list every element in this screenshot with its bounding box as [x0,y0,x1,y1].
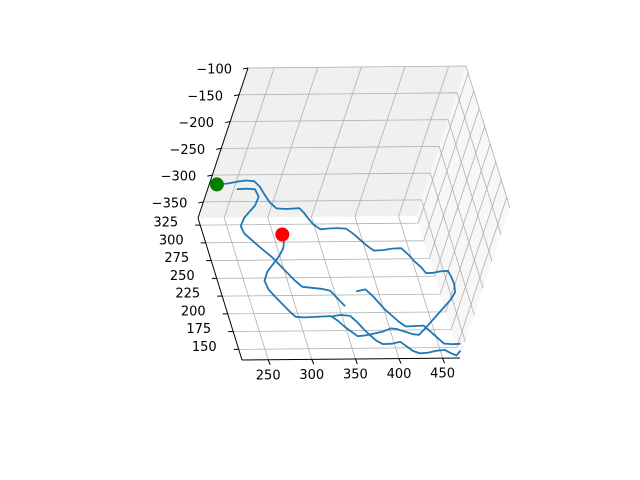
x-tick [311,359,315,365]
z-tick [207,174,213,177]
grid-line-y [211,108,480,261]
floor-pane [198,216,460,360]
grid-line-y [227,161,497,315]
z-tick-label: −350 [152,196,188,211]
y-tick-label: 150 [192,340,217,355]
chart-panes [198,66,510,360]
chart-grid [200,65,511,360]
grid-line-x [354,66,406,359]
trace-line-0 [215,179,457,338]
end-marker [275,227,290,242]
x-tick-label: 300 [299,368,324,383]
y-tick-label: 200 [181,304,206,319]
x-tick [398,358,402,364]
y-tick-label: 250 [170,269,195,284]
z-tick [242,67,249,70]
y-tick-label: 300 [159,233,184,248]
y-tick-label: 225 [175,287,200,302]
grid-line-x [310,66,362,360]
side-pane [416,66,510,358]
y-tick-label: 275 [164,251,189,266]
chart-markers [209,177,290,242]
grid-line-x [267,67,319,360]
trace-line-2 [355,288,461,346]
z-tick-label: −300 [161,170,197,185]
z-axis-line [197,67,249,219]
grid-line-y [200,72,469,226]
grid-line-z [212,172,475,316]
x-tick-label: 250 [256,368,281,383]
grid-line-y [216,126,486,279]
x-tick [267,359,271,365]
trace-line-3 [236,187,346,307]
z-tick-label: −200 [178,116,214,131]
z-tick-label: −100 [196,63,232,78]
y-tick-label: 175 [186,322,211,337]
y-tick-label: 325 [153,216,178,231]
z-tick [216,147,222,150]
x-tick [442,357,446,364]
grid-line-y [222,143,491,297]
z-tick [233,94,240,97]
x-tick-label: 450 [430,367,455,382]
start-marker [209,177,224,192]
x-tick-label: 350 [343,368,368,383]
trace-line-1 [330,313,461,357]
grid-line-z [221,145,484,289]
chart-axes [195,67,461,365]
back-pane [198,66,466,218]
grid-line-y [205,90,475,244]
y-axis-line [197,217,243,361]
z-tick-label: −250 [169,143,205,158]
z-tick [225,121,231,124]
chart-tick-labels: 250 300 350 400 450 150 175 200 225 250 275 300 325 −… [152,63,455,384]
chart-traces [215,179,461,357]
grid-line-z [239,92,502,235]
x-axis-line [241,357,461,361]
x-tick [354,358,358,365]
grid-line-x [398,66,449,359]
grid-line-x [223,67,275,360]
grid-line-y [238,197,508,350]
grid-line-z [247,65,511,209]
grid-line-y [233,179,502,332]
grid-line-z [203,199,466,343]
z-tick [198,201,204,204]
x-tick-label: 400 [387,367,412,382]
grid-line-z [230,119,493,262]
z-tick-label: −150 [187,89,223,104]
